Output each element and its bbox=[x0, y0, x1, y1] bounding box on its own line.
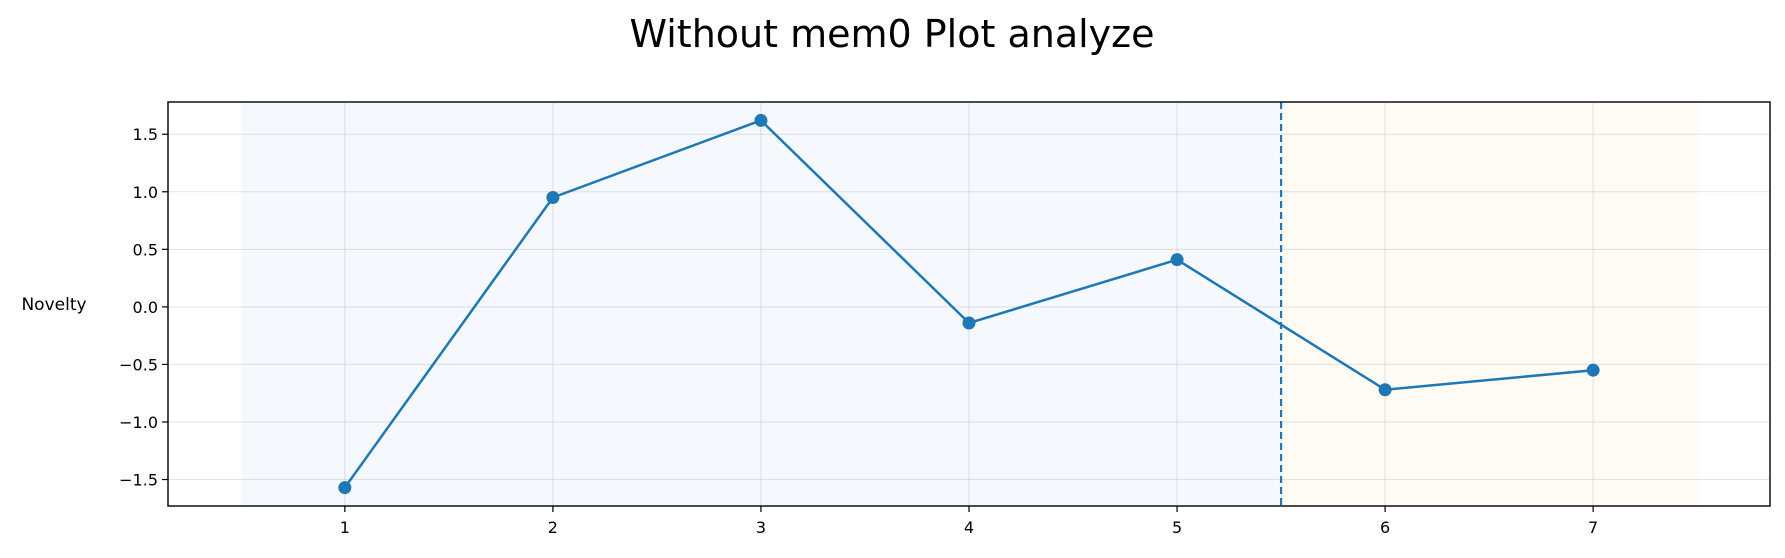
y-tick-label-1: −1.0 bbox=[119, 413, 158, 432]
data-point-4 bbox=[962, 316, 976, 330]
y-tick-label-4: 0.5 bbox=[133, 240, 158, 259]
y-tick-label-6: 1.5 bbox=[133, 125, 158, 144]
y-tick-label-3: 0.0 bbox=[133, 298, 158, 317]
series-layer bbox=[338, 113, 1600, 495]
y-tick-label-5: 1.0 bbox=[133, 183, 158, 202]
shaded-region-2 bbox=[1281, 102, 1698, 506]
y-tick-label-0: −1.5 bbox=[119, 471, 158, 490]
data-point-5 bbox=[1170, 253, 1184, 267]
chart-title: Without mem0 Plot analyze bbox=[630, 12, 1155, 56]
y-tick-label-2: −0.5 bbox=[119, 355, 158, 374]
x-tick-label-6: 6 bbox=[1380, 518, 1390, 537]
x-tick-label-4: 4 bbox=[964, 518, 974, 537]
axis-ticks: 1 2 3 4 5 6 7 −1.5 −1.0 −0.5 0.0 0.5 1.0 1.5 bbox=[119, 125, 1598, 537]
x-tick-label-7: 7 bbox=[1588, 518, 1598, 537]
x-tick-label-3: 3 bbox=[756, 518, 766, 537]
grid bbox=[168, 102, 1770, 506]
y-axis-label: Novelty bbox=[21, 295, 86, 315]
shaded-region-1 bbox=[240, 102, 1282, 506]
data-point-3 bbox=[754, 113, 768, 127]
data-point-1 bbox=[338, 481, 352, 495]
data-point-6 bbox=[1378, 383, 1392, 397]
x-tick-label-5: 5 bbox=[1172, 518, 1182, 537]
data-point-2 bbox=[546, 191, 560, 205]
data-point-7 bbox=[1586, 363, 1600, 377]
x-tick-label-1: 1 bbox=[340, 518, 350, 537]
x-tick-label-2: 2 bbox=[548, 518, 558, 537]
shaded-regions bbox=[240, 102, 1698, 506]
